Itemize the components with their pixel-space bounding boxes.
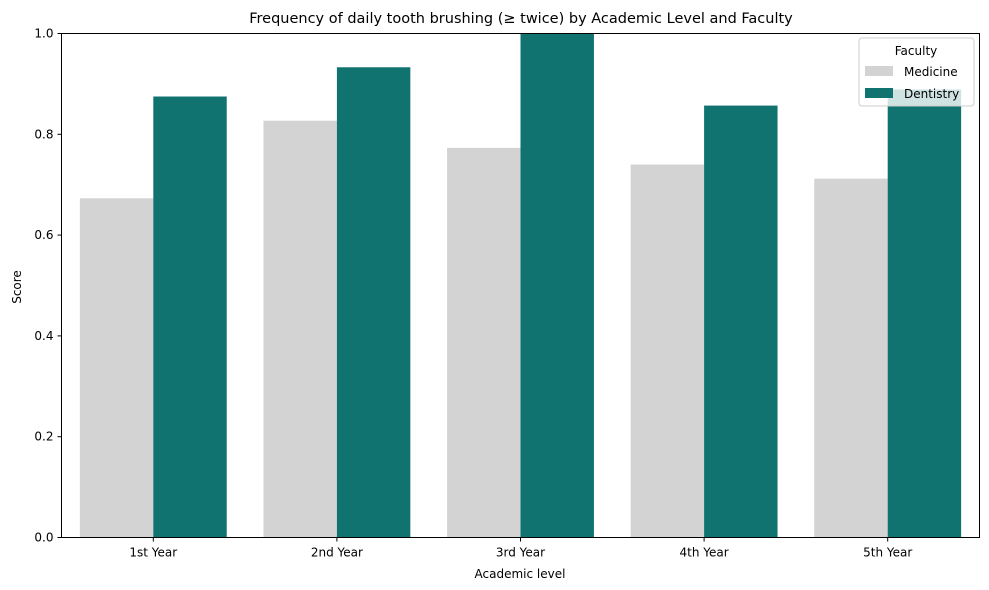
bar-medicine-1 — [79, 198, 154, 538]
x-tick-label: 4th Year — [680, 546, 729, 560]
y-tick-label: 1.0 — [34, 27, 53, 41]
y-tick-label: 0.2 — [34, 430, 53, 444]
x-tick-label: 2nd Year — [311, 546, 363, 560]
x-tick-label: 1st Year — [129, 546, 177, 560]
x-tick-label: 5th Year — [863, 546, 912, 560]
y-axis: 0.0 0.2 0.4 0.6 0.8 1.0 — [34, 27, 62, 545]
bar-medicine-3 — [447, 147, 521, 538]
x-axis-label: Academic level — [475, 567, 566, 581]
bar-dentistry-5 — [887, 89, 962, 538]
legend: Faculty Medicine Dentistry — [858, 37, 975, 107]
y-tick-label: 0.6 — [34, 228, 53, 242]
chart-title: Frequency of daily tooth brushing (≥ twi… — [249, 11, 793, 27]
y-tick-label: 0.8 — [34, 127, 53, 141]
legend-label-dentistry: Dentistry — [904, 87, 959, 101]
bar-dentistry-1 — [153, 96, 227, 538]
y-tick-label: 0.4 — [34, 329, 53, 343]
x-tick-label: 3rd Year — [496, 546, 545, 560]
bar-dentistry-2 — [336, 67, 411, 538]
bar-medicine-5 — [814, 178, 888, 538]
legend-swatch-dentistry — [865, 88, 893, 98]
bar-dentistry-4 — [704, 105, 778, 538]
bar-medicine-4 — [630, 164, 705, 538]
bar-dentistry-3 — [520, 33, 594, 538]
x-axis: 1st Year 2nd Year 3rd Year 4th Year 5th Year — [129, 537, 912, 560]
legend-title: Faculty — [895, 44, 938, 58]
bar-medicine-2 — [263, 120, 337, 538]
y-tick-label: 0.0 — [34, 531, 53, 545]
legend-label-medicine: Medicine — [904, 65, 958, 79]
y-axis-label: Score — [10, 270, 24, 304]
bars-group — [79, 33, 962, 538]
legend-swatch-medicine — [865, 66, 893, 76]
